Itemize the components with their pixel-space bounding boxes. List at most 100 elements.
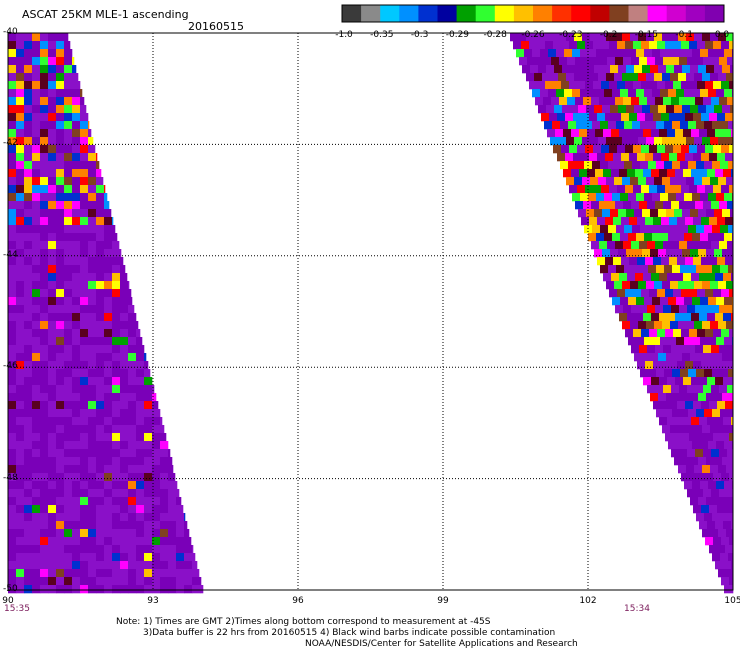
swath-cell — [718, 465, 727, 474]
swath-cell — [96, 257, 105, 266]
swath-cell — [64, 145, 73, 154]
swath-cell — [16, 41, 25, 50]
swath-cell — [88, 553, 97, 562]
swath-cell — [80, 361, 89, 370]
swath-cell — [673, 41, 682, 50]
swath-cell — [644, 297, 653, 306]
time-label-left: 15:35 — [4, 604, 30, 614]
swath-cell — [680, 121, 689, 130]
swath-cell — [104, 233, 113, 242]
swath-cell — [709, 545, 718, 554]
swath-cell — [152, 561, 161, 570]
swath-cell — [721, 145, 730, 154]
swath-cell — [48, 89, 57, 98]
swath-cell — [676, 89, 685, 98]
swath-cell — [728, 225, 734, 234]
swath-cell — [56, 265, 65, 274]
swath-cell — [88, 417, 97, 426]
swath-cell — [695, 345, 704, 354]
swath-cell — [72, 393, 81, 402]
swath-cell — [600, 121, 609, 130]
swath-cell — [616, 265, 625, 274]
swath-cell — [8, 433, 17, 442]
swath-cell — [72, 281, 81, 290]
swath-cell — [581, 153, 590, 162]
swath-cell — [730, 249, 734, 258]
swath-cell — [160, 561, 169, 570]
swath-cell — [24, 57, 33, 66]
swath-cell — [609, 289, 618, 298]
swath-cell — [24, 473, 33, 482]
swath-cell — [88, 161, 97, 170]
swath-cell — [727, 305, 734, 314]
swath-cell — [64, 425, 73, 434]
swath-cell — [136, 505, 145, 514]
swath-cell — [152, 489, 161, 498]
swath-cell — [24, 217, 33, 226]
swath-cell — [120, 417, 129, 426]
swath-cell — [675, 417, 684, 426]
swath-cell — [32, 241, 41, 250]
swath-cell — [671, 97, 680, 106]
swath-cell — [136, 585, 145, 594]
swath-cell — [32, 41, 41, 50]
swath-cell — [649, 329, 658, 338]
swath-cell — [632, 265, 641, 274]
swath-cell — [658, 353, 667, 362]
swath-cell — [678, 177, 687, 186]
swath-cell — [56, 553, 65, 562]
swath-cell — [703, 57, 712, 66]
swath-cell — [56, 321, 65, 330]
swath-cell — [152, 537, 161, 546]
swath-cell — [72, 249, 81, 258]
swath-cell — [614, 177, 623, 186]
swath-cell — [613, 257, 622, 266]
swath-cell — [725, 401, 734, 410]
swath-cell — [684, 49, 693, 58]
swath-cell — [112, 441, 121, 450]
swath-cell — [669, 113, 678, 122]
swath-cell — [128, 297, 133, 306]
swath-cell — [24, 409, 33, 418]
swath-cell — [80, 545, 89, 554]
swath-cell — [56, 81, 65, 90]
swath-cell — [676, 297, 685, 306]
swath-cell — [712, 369, 721, 378]
swath-cell — [192, 585, 201, 594]
swath-cell — [8, 425, 17, 434]
swath-cell — [721, 537, 730, 546]
swath-cell — [96, 353, 105, 362]
swath-cell — [715, 129, 724, 138]
swath-cell — [72, 257, 81, 266]
swath-cell — [678, 281, 687, 290]
swath-cell — [639, 97, 648, 106]
swath-cell — [8, 465, 17, 474]
swath-cell — [720, 409, 729, 418]
swath-cell — [16, 521, 25, 530]
swath-cell — [56, 297, 65, 306]
swath-cell — [726, 177, 734, 186]
swath-cell — [655, 385, 664, 394]
swath-cell — [144, 433, 153, 442]
swath-cell — [128, 537, 137, 546]
swath-cell — [700, 337, 709, 346]
swath-cell — [704, 225, 713, 234]
swath-cell — [48, 321, 57, 330]
swath-cell — [128, 337, 137, 346]
swath-cell — [581, 217, 590, 226]
swath-cell — [80, 537, 89, 546]
swath-cell — [24, 569, 33, 578]
swath-cell — [144, 481, 153, 490]
swath-cell — [120, 265, 126, 274]
swath-cell — [56, 289, 65, 298]
swath-cell — [112, 529, 121, 538]
swath-cell — [96, 473, 105, 482]
swath-cell — [680, 369, 689, 378]
swath-cell — [708, 481, 717, 490]
swath-cell — [638, 321, 647, 330]
swath-cell — [160, 529, 169, 538]
swath-cell — [695, 201, 704, 210]
swath-cell — [72, 473, 81, 482]
swath-cell — [104, 193, 108, 202]
